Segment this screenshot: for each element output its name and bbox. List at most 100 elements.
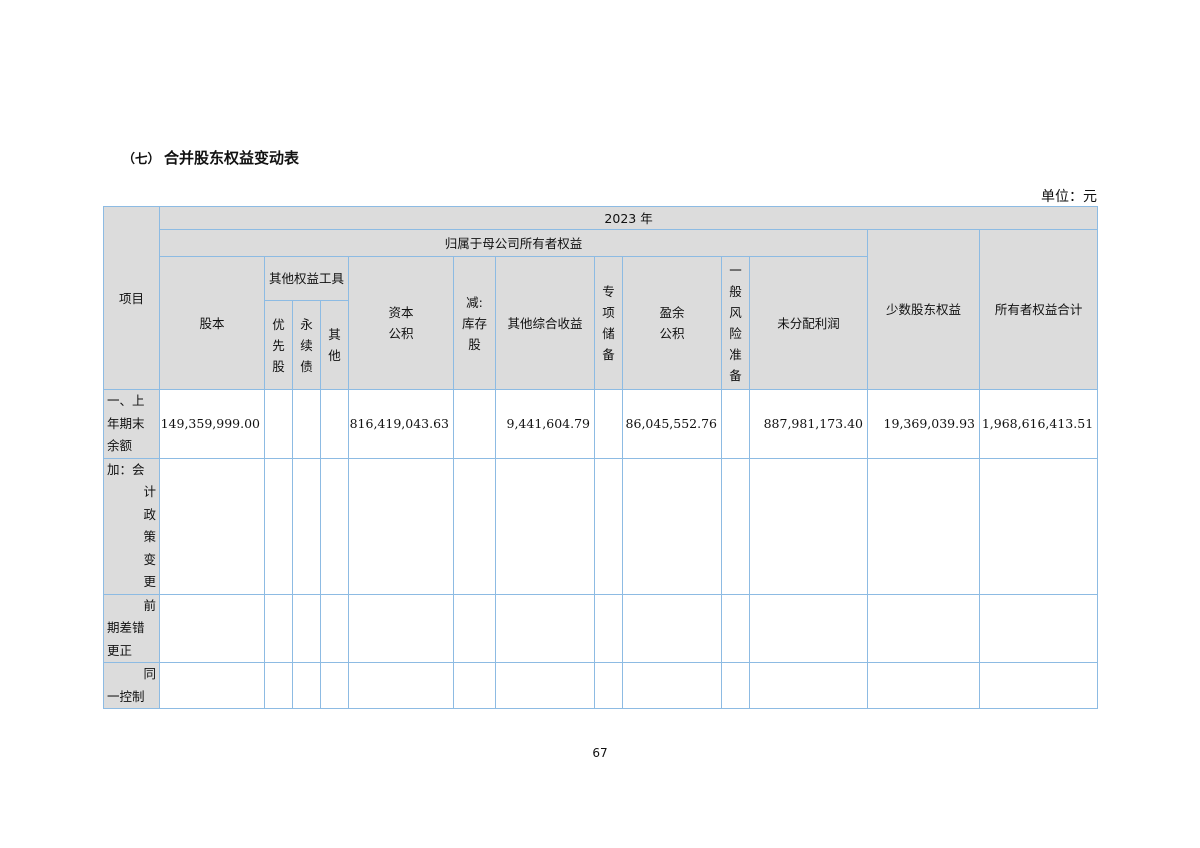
header-capital-reserve: 资本 公积 — [348, 256, 454, 390]
value-cell — [867, 457, 980, 595]
header-line: 险 — [729, 326, 742, 341]
header-share-capital: 股本 — [159, 256, 265, 390]
header-retained: 未分配利润 — [749, 256, 868, 390]
equity-change-table: 项目 2023 年 归属于母公司所有者权益 少数股东权益 所有者权益合计 股本 … — [103, 206, 1099, 709]
section-number: （七） — [122, 151, 160, 166]
value-cell — [159, 457, 265, 595]
value-cell — [292, 457, 321, 595]
value-cell — [453, 662, 496, 709]
header-year: 2023 年 — [158, 206, 1099, 230]
table-row: 同一控制 — [103, 662, 1099, 709]
value-cell: 149,359,999.00 — [159, 389, 265, 459]
header-oci: 其他综合收益 — [495, 256, 595, 390]
header-treasury: 减: 库存股 — [453, 256, 496, 390]
header-line: 一 — [729, 263, 742, 278]
row-label: 一、上 年期末 余额 — [103, 389, 160, 459]
value-cell: 19,369,039.93 — [867, 389, 980, 459]
value-cell — [292, 662, 321, 709]
header-line: 其 — [328, 327, 341, 342]
header-line: 先 — [272, 337, 285, 353]
header-item: 项目 — [103, 206, 160, 390]
header-line: 风 — [729, 305, 742, 320]
value-cell — [622, 457, 722, 595]
value-cell — [320, 389, 349, 459]
header-line: 专 — [602, 284, 615, 299]
value-cell: 887,981,173.40 — [749, 389, 868, 459]
value-cell — [264, 457, 293, 595]
value-cell — [348, 457, 454, 595]
header-general-risk: 一般风险准备 — [721, 256, 750, 390]
header-line: 续 — [300, 337, 313, 353]
header-line: 项 — [602, 305, 615, 320]
value-cell — [867, 593, 980, 663]
header-line: 永 — [300, 316, 313, 332]
header-line: 备 — [729, 368, 742, 383]
row-label-line: 变 — [143, 551, 156, 567]
value-cell — [320, 593, 349, 663]
value-cell: 1,968,616,413.51 — [978, 389, 1099, 459]
row-label-line: 计 — [143, 484, 156, 499]
row-label: 加：会计政策变更 — [103, 457, 160, 595]
value-cell — [978, 457, 1099, 595]
header-parent-group: 归属于母公司所有者权益 — [159, 229, 868, 257]
header-special-reserve: 专项储备 — [594, 256, 623, 390]
value-cell — [594, 593, 623, 663]
header-line: 储 — [602, 326, 615, 341]
header-line: 公积 — [388, 326, 414, 341]
value-cell: 9,441,604.79 — [495, 389, 595, 459]
value-cell — [495, 662, 595, 709]
section-title-text: 合并股东权益变动表 — [164, 149, 300, 167]
value-cell — [348, 662, 454, 709]
value-cell — [495, 593, 595, 663]
header-line: 公积 — [659, 326, 685, 341]
value-cell — [264, 389, 293, 459]
header-line: 他 — [328, 348, 341, 363]
value-cell — [978, 593, 1099, 663]
value-cell — [721, 389, 750, 459]
header-line: 减: — [466, 294, 483, 310]
value-cell — [264, 593, 293, 663]
header-surplus-reserve: 盈余 公积 — [622, 256, 722, 390]
value-cell: 86,045,552.76 — [622, 389, 722, 459]
value-cell — [453, 593, 496, 663]
value-cell — [622, 593, 722, 663]
table-row: 加：会计政策变更 — [103, 457, 1099, 595]
header-line: 盈余 — [659, 305, 685, 320]
value-cell — [594, 662, 623, 709]
value-cell — [749, 662, 868, 709]
value-cell — [453, 457, 496, 595]
value-cell — [721, 593, 750, 663]
value-cell — [159, 593, 265, 663]
row-label-line: 一、上 — [107, 393, 145, 408]
row-label-line: 同 — [143, 666, 156, 681]
header-line: 优 — [272, 316, 285, 332]
header-line: 准 — [729, 347, 742, 362]
value-cell — [264, 662, 293, 709]
value-cell — [749, 457, 868, 595]
header-line: 备 — [602, 347, 615, 362]
row-label-line: 余额 — [107, 438, 133, 453]
header-total: 所有者权益合计 — [978, 229, 1099, 390]
value-cell — [159, 662, 265, 709]
value-cell — [453, 389, 496, 459]
value-cell — [292, 389, 321, 459]
value-cell — [348, 593, 454, 663]
section-title: （七） 合并股东权益变动表 — [104, 147, 299, 168]
value-cell — [721, 662, 750, 709]
header-other-equity-group: 其他权益工具 — [264, 256, 349, 301]
row-label-line: 更正 — [107, 642, 133, 658]
header-line: 资本 — [388, 305, 414, 320]
row-label-line: 期差错 — [107, 620, 145, 635]
header-other: 其他 — [320, 300, 349, 390]
row-label-line: 加：会 — [107, 461, 145, 477]
unit-label: 单位：元 — [1041, 189, 1097, 205]
header-minority: 少数股东权益 — [867, 229, 980, 390]
value-cell — [495, 457, 595, 595]
header-line: 般 — [729, 284, 742, 299]
header-perpetual: 永续债 — [292, 300, 321, 390]
value-cell — [320, 662, 349, 709]
value-cell — [320, 457, 349, 595]
row-label: 同一控制 — [103, 662, 160, 709]
value-cell — [721, 457, 750, 595]
value-cell — [594, 389, 623, 459]
